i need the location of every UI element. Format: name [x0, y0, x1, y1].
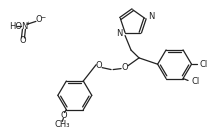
Text: O: O: [96, 61, 102, 70]
Text: N: N: [21, 22, 27, 31]
Text: Cl: Cl: [200, 60, 208, 69]
Text: O: O: [35, 15, 42, 24]
Text: O: O: [60, 111, 67, 120]
Text: −: −: [40, 15, 46, 19]
Text: HO: HO: [9, 22, 22, 31]
Text: O: O: [20, 36, 26, 45]
Text: Cl: Cl: [191, 77, 199, 86]
Text: N: N: [148, 12, 154, 21]
Text: +: +: [25, 21, 30, 26]
Text: O: O: [122, 63, 128, 72]
Text: CH₃: CH₃: [55, 120, 70, 129]
Text: N: N: [116, 29, 122, 38]
